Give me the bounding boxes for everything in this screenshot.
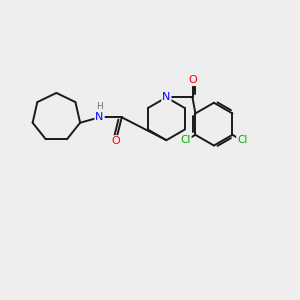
Text: Cl: Cl bbox=[237, 136, 247, 146]
Text: O: O bbox=[111, 136, 120, 146]
Text: H: H bbox=[96, 102, 103, 111]
Text: Cl: Cl bbox=[180, 136, 191, 146]
Text: N: N bbox=[162, 92, 170, 102]
Text: O: O bbox=[188, 75, 197, 85]
Text: N: N bbox=[95, 112, 104, 122]
